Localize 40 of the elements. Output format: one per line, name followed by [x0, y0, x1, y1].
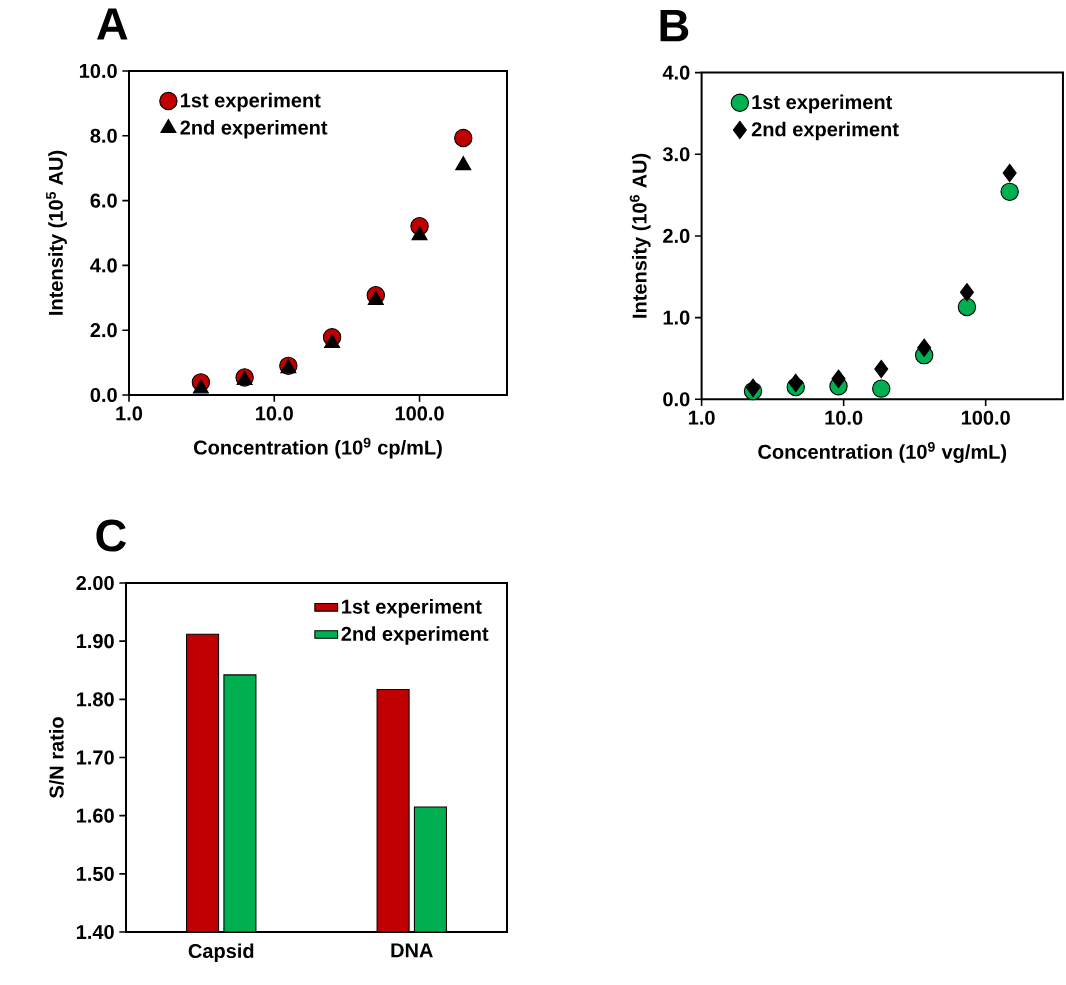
y-tick-label: 4.0: [662, 65, 690, 80]
legend-label: 2nd experiment: [180, 119, 328, 139]
x-tick-label: 10.0: [825, 410, 863, 425]
chart-title: C: [96, 519, 127, 552]
y-tick-label: 1.80: [76, 692, 114, 707]
chart-title: A: [97, 8, 128, 40]
x-tick-label: 100.0: [961, 410, 1010, 425]
y-tick-label: 1.40: [76, 924, 114, 940]
y-tick-label: 3.0: [662, 147, 690, 162]
y-tick-label: 0.0: [663, 392, 690, 407]
x-tick-label: Capsid: [188, 943, 254, 963]
x-tick-label: 1.0: [116, 406, 143, 421]
x-tick-label: DNA: [391, 943, 433, 958]
y-tick-label: 1.50: [76, 866, 114, 881]
x-axis-title: Concentration (10$^{9}$ cp/mL): [194, 437, 442, 459]
legend-label: 1st experiment: [342, 599, 482, 618]
y-tick-label: 0.0: [90, 387, 117, 403]
y-axis-title: Intensity (10$^{5}$ AU): [46, 150, 67, 315]
legend-label: 2nd experiment: [751, 121, 899, 141]
y-axis-title: Intensity (10$^{6}$ AU): [629, 153, 651, 318]
x-tick-label: 10.0: [256, 406, 293, 421]
x-axis-title: Concentration (10$^{9}$ vg/mL): [758, 441, 1007, 463]
y-tick-label: 6.0: [90, 193, 117, 208]
y-tick-label: 1.0: [663, 310, 690, 325]
y-tick-label: 2.0: [663, 228, 690, 243]
y-tick-label: 1.70: [76, 750, 114, 765]
y-tick-label: 2.0: [90, 323, 117, 338]
y-tick-label: 2.00: [76, 575, 114, 591]
y-axis-title: S/N ratio: [48, 717, 64, 799]
y-tick-label: 1.90: [76, 634, 114, 649]
y-tick-label: 1.60: [76, 808, 114, 823]
legend-label: 1st experiment: [752, 94, 893, 114]
y-tick-label: 8.0: [90, 128, 117, 143]
x-tick-label: 100.0: [395, 406, 444, 421]
legend-label: 2nd experiment: [341, 626, 489, 645]
legend-label: 1st experiment: [180, 92, 321, 112]
chart-title: B: [660, 10, 689, 42]
y-tick-label: 10.0: [79, 63, 117, 79]
x-tick-label: 1.0: [688, 410, 715, 425]
y-tick-label: 4.0: [90, 258, 117, 273]
